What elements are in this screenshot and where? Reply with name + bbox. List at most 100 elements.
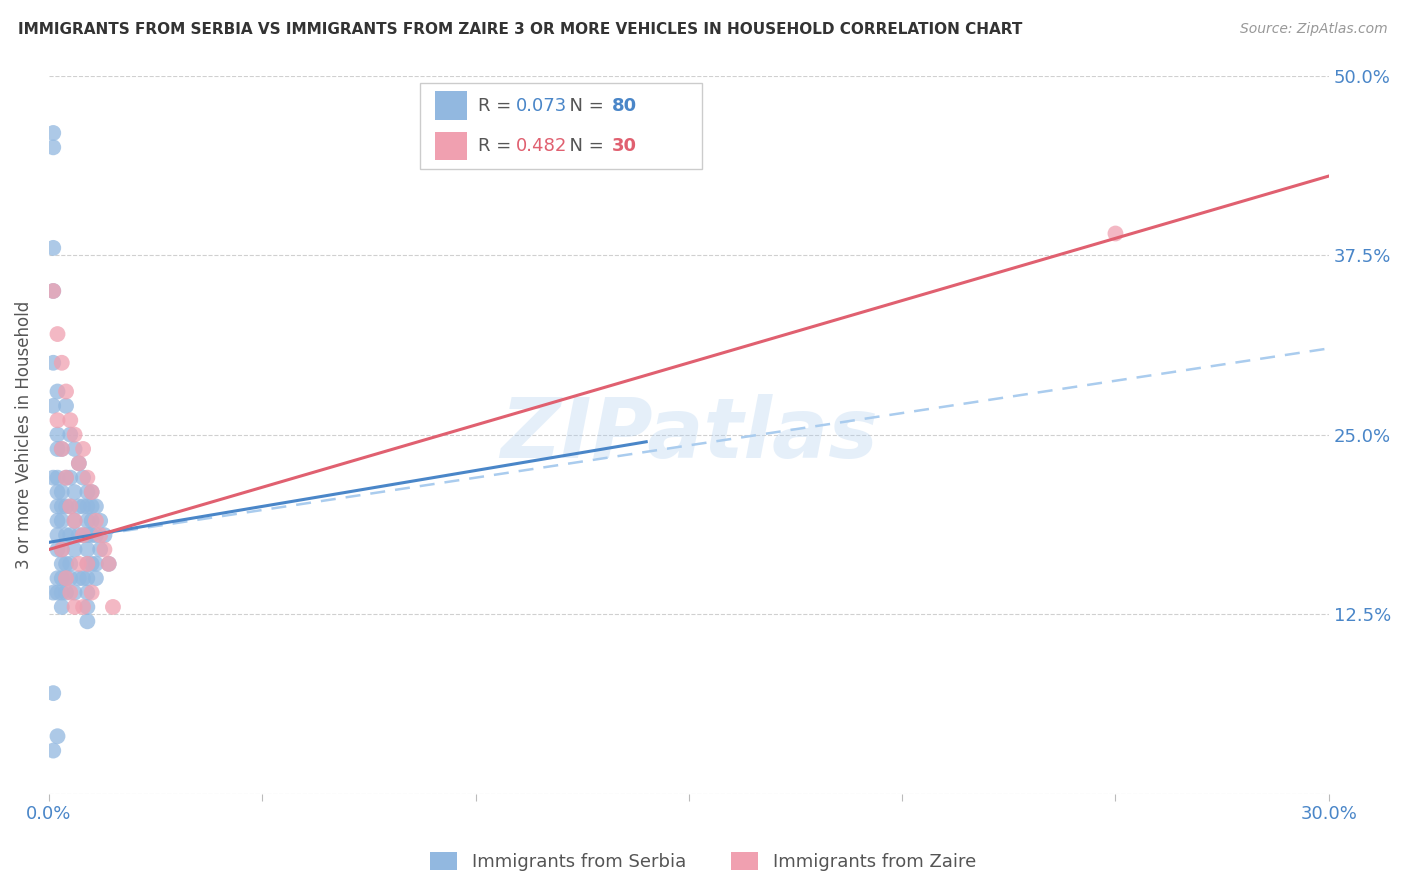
Point [76, 557, 98, 571]
Point [46, 571, 69, 585]
Point [55, 585, 77, 599]
Text: 0.482: 0.482 [516, 136, 568, 155]
Point [59, 500, 82, 514]
Point [46, 542, 69, 557]
Point [42, 399, 65, 413]
Point [67, 528, 90, 542]
Point [55, 557, 77, 571]
Point [51, 557, 73, 571]
Point [72, 571, 94, 585]
Point [80, 528, 103, 542]
Point [46, 327, 69, 342]
Point [80, 500, 103, 514]
Point [51, 485, 73, 500]
Text: N =: N = [558, 136, 610, 155]
Point [42, 743, 65, 757]
Legend: Immigrants from Serbia, Immigrants from Zaire: Immigrants from Serbia, Immigrants from … [423, 845, 983, 879]
Text: IMMIGRANTS FROM SERBIA VS IMMIGRANTS FROM ZAIRE 3 OR MORE VEHICLES IN HOUSEHOLD : IMMIGRANTS FROM SERBIA VS IMMIGRANTS FRO… [18, 22, 1022, 37]
Point [72, 528, 94, 542]
Text: ZIPatlas: ZIPatlas [501, 394, 877, 475]
Point [59, 571, 82, 585]
Point [1104, 227, 1126, 241]
Point [63, 514, 86, 528]
Point [46, 413, 69, 427]
Point [46, 585, 69, 599]
Point [55, 528, 77, 542]
Point [55, 500, 77, 514]
Point [84, 528, 107, 542]
Point [72, 528, 94, 542]
Point [76, 571, 98, 585]
Point [59, 413, 82, 427]
Point [76, 528, 98, 542]
Point [59, 500, 82, 514]
Point [46, 471, 69, 485]
Bar [436, 91, 467, 120]
Text: Source: ZipAtlas.com: Source: ZipAtlas.com [1240, 22, 1388, 37]
Point [55, 384, 77, 399]
Y-axis label: 3 or more Vehicles in Household: 3 or more Vehicles in Household [15, 301, 32, 569]
Point [67, 571, 90, 585]
Point [80, 585, 103, 599]
Point [76, 557, 98, 571]
Point [84, 557, 107, 571]
Point [59, 557, 82, 571]
Point [72, 442, 94, 456]
Point [80, 485, 103, 500]
Point [84, 571, 107, 585]
Text: R =: R = [478, 96, 516, 115]
Point [76, 500, 98, 514]
Point [42, 686, 65, 700]
Point [51, 442, 73, 456]
Point [93, 542, 115, 557]
Point [93, 528, 115, 542]
FancyBboxPatch shape [420, 83, 702, 169]
Point [42, 284, 65, 298]
Point [72, 471, 94, 485]
Point [51, 500, 73, 514]
Point [46, 384, 69, 399]
Point [46, 500, 69, 514]
Point [42, 241, 65, 255]
Point [76, 514, 98, 528]
Point [63, 542, 86, 557]
Point [76, 599, 98, 614]
Text: N =: N = [558, 96, 610, 115]
Point [51, 542, 73, 557]
Point [63, 514, 86, 528]
Point [46, 514, 69, 528]
Text: 0.073: 0.073 [516, 96, 568, 115]
Point [89, 514, 111, 528]
Point [63, 599, 86, 614]
Point [46, 485, 69, 500]
Point [51, 585, 73, 599]
Point [55, 571, 77, 585]
Point [51, 599, 73, 614]
Bar [436, 131, 467, 161]
Point [67, 557, 90, 571]
Point [63, 427, 86, 442]
Point [59, 528, 82, 542]
Point [76, 585, 98, 599]
Point [42, 140, 65, 154]
Point [63, 442, 86, 456]
Point [67, 500, 90, 514]
Point [55, 571, 77, 585]
Point [97, 557, 120, 571]
Point [55, 471, 77, 485]
Point [76, 615, 98, 629]
Point [76, 485, 98, 500]
Point [89, 542, 111, 557]
Point [84, 514, 107, 528]
Point [63, 585, 86, 599]
Point [51, 571, 73, 585]
Point [51, 442, 73, 456]
Point [59, 585, 82, 599]
Point [46, 442, 69, 456]
Point [72, 599, 94, 614]
Point [59, 427, 82, 442]
Point [42, 585, 65, 599]
Point [46, 528, 69, 542]
Point [42, 356, 65, 370]
Point [46, 729, 69, 743]
